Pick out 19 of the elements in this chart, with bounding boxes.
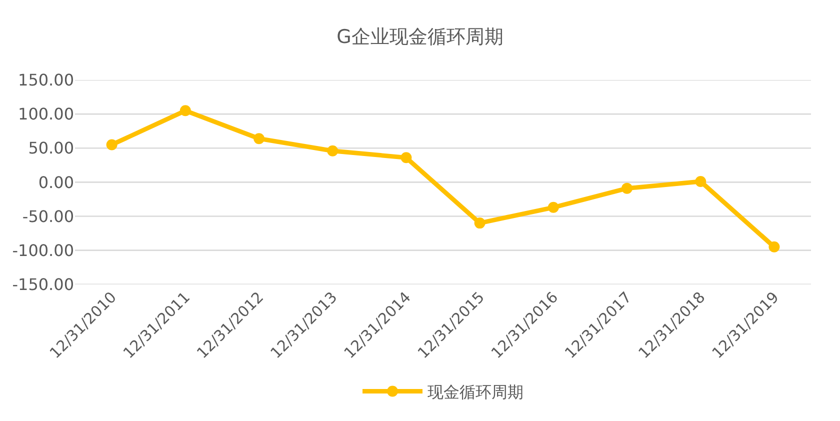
- point: [327, 145, 338, 156]
- point: [180, 105, 191, 116]
- y-tick-label: 0.00: [38, 172, 74, 192]
- y-tick-label: -50.00: [22, 206, 74, 226]
- point: [622, 182, 632, 194]
- y-tick-label: 150.00: [18, 70, 74, 90]
- chart-title: G企业现金循环周期: [336, 26, 504, 48]
- y-tick-label: -150.00: [12, 274, 74, 294]
- point: [548, 202, 559, 213]
- point: [768, 241, 780, 252]
- point: [400, 152, 412, 164]
- point: [254, 133, 264, 144]
- y-tick-label: -100.00: [12, 240, 74, 260]
- point: [474, 218, 486, 229]
- point: [106, 139, 118, 150]
- point: [695, 176, 706, 187]
- y-tick-label: 100.00: [18, 104, 74, 124]
- legend-label: 现金循环周期: [428, 382, 524, 402]
- y-tick-label: 50.00: [28, 138, 74, 158]
